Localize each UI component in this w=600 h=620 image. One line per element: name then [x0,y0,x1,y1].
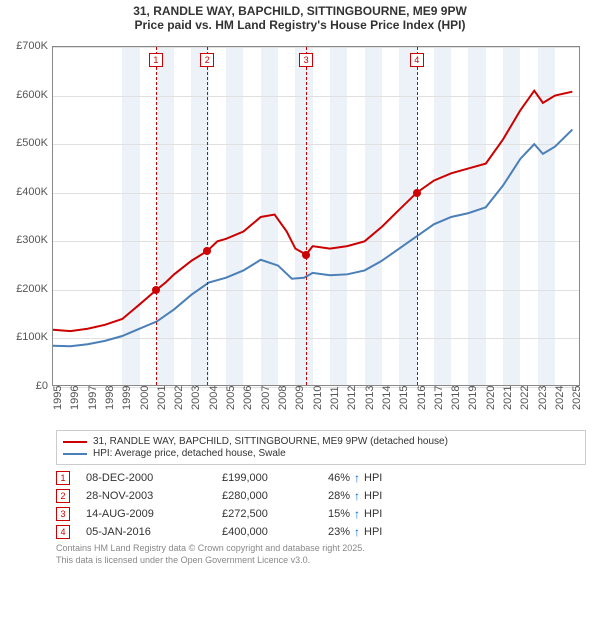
row-price: £199,000 [222,472,312,484]
row-date: 05-JAN-2016 [86,526,206,538]
row-marker: 4 [56,525,70,539]
title-subtitle: Price paid vs. HM Land Registry's House … [8,18,592,32]
footnote: Contains HM Land Registry data © Crown c… [56,543,592,566]
row-price: £280,000 [222,490,312,502]
legend-label: HPI: Average price, detached house, Swal… [93,448,286,459]
arrow-up-icon: ↑ [354,525,360,539]
arrow-up-icon: ↑ [354,471,360,485]
legend-item-property: 31, RANDLE WAY, BAPCHILD, SITTINGBOURNE,… [63,436,579,447]
y-axis-label: £500K [10,137,48,149]
legend-item-hpi: HPI: Average price, detached house, Swal… [63,448,579,459]
sale-point-dot [413,189,421,197]
plot-area: 1 2 3 4 [52,46,580,386]
legend: 31, RANDLE WAY, BAPCHILD, SITTINGBOURNE,… [56,430,586,465]
sale-marker: 1 [149,53,163,67]
y-axis-label: £600K [10,89,48,101]
arrow-up-icon: ↑ [354,489,360,503]
sales-row: 2 28-NOV-2003 £280,000 28% ↑ HPI [56,489,586,503]
row-date: 08-DEC-2000 [86,472,206,484]
sale-marker: 3 [299,53,313,67]
sale-vline [207,47,208,385]
sales-table: 1 08-DEC-2000 £199,000 46% ↑ HPI 2 28-NOV-200… [56,471,586,539]
sales-row: 3 14-AUG-2009 £272,500 15% ↑ HPI [56,507,586,521]
sale-point-dot [152,286,160,294]
row-delta: 46% ↑ HPI [328,471,382,485]
row-marker: 2 [56,489,70,503]
row-price: £272,500 [222,508,312,520]
chart-svg [53,47,581,387]
y-axis-label: £100K [10,331,48,343]
row-date: 28-NOV-2003 [86,490,206,502]
sale-marker: 4 [410,53,424,67]
series-hpi [53,130,572,347]
arrow-up-icon: ↑ [354,507,360,521]
legend-label: 31, RANDLE WAY, BAPCHILD, SITTINGBOURNE,… [93,436,448,447]
row-delta: 28% ↑ HPI [328,489,382,503]
sales-row: 1 08-DEC-2000 £199,000 46% ↑ HPI [56,471,586,485]
sale-vline [417,47,418,385]
sales-row: 4 05-JAN-2016 £400,000 23% ↑ HPI [56,525,586,539]
footnote-line-1: Contains HM Land Registry data © Crown c… [56,543,592,555]
y-axis-label: £300K [10,234,48,246]
footnote-line-2: This data is licensed under the Open Gov… [56,555,592,567]
row-marker: 1 [56,471,70,485]
row-marker: 3 [56,507,70,521]
y-axis-label: £0 [10,380,48,392]
x-axis-label: 2025 [571,386,600,410]
y-axis-label: £700K [10,40,48,52]
y-axis-label: £200K [10,283,48,295]
legend-swatch [63,453,87,455]
legend-swatch [63,441,87,443]
chart-title: 31, RANDLE WAY, BAPCHILD, SITTINGBOURNE,… [8,4,592,32]
row-delta: 15% ↑ HPI [328,507,382,521]
sale-vline [156,47,157,385]
y-axis-label: £400K [10,186,48,198]
sale-marker: 2 [200,53,214,67]
row-delta: 23% ↑ HPI [328,525,382,539]
line-chart: 1 2 3 4 £0 £100K £200K £300K £400K £500K £600K £70… [10,38,590,428]
sale-point-dot [203,247,211,255]
sale-vline [306,47,307,385]
sale-point-dot [302,251,310,259]
row-date: 14-AUG-2009 [86,508,206,520]
row-price: £400,000 [222,526,312,538]
title-address: 31, RANDLE WAY, BAPCHILD, SITTINGBOURNE,… [8,4,592,18]
series-property [53,91,572,331]
